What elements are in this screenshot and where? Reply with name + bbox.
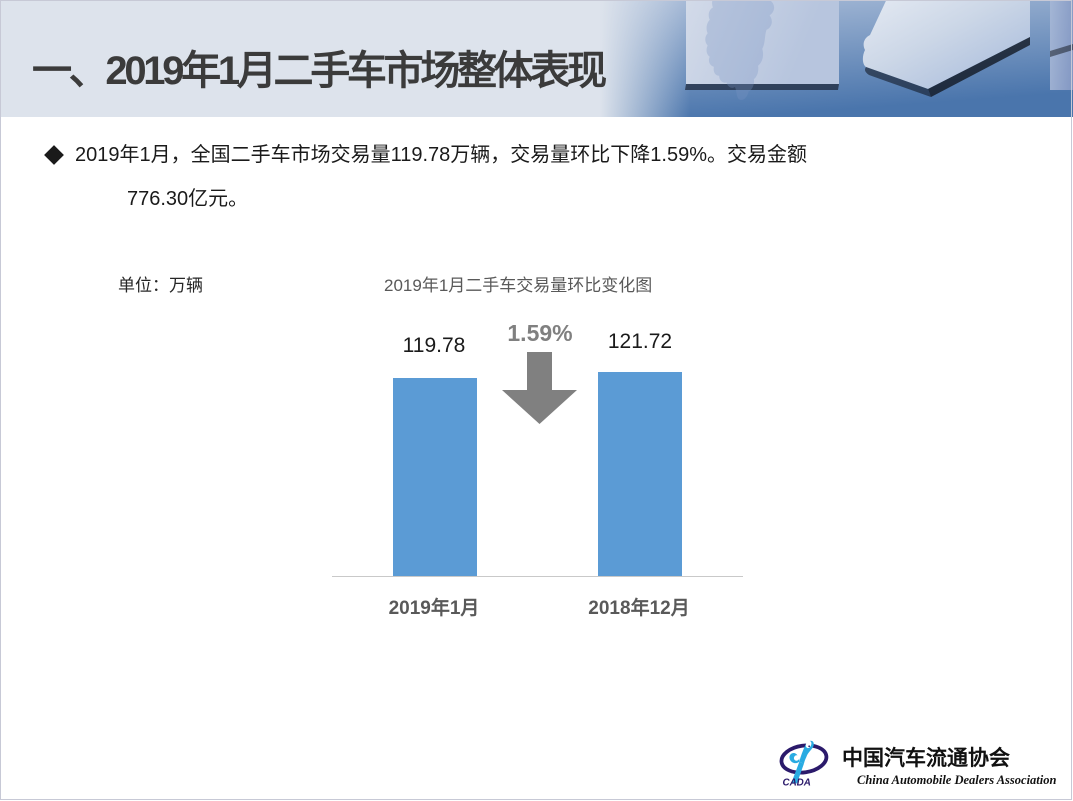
svg-text:CADA: CADA — [782, 778, 810, 789]
